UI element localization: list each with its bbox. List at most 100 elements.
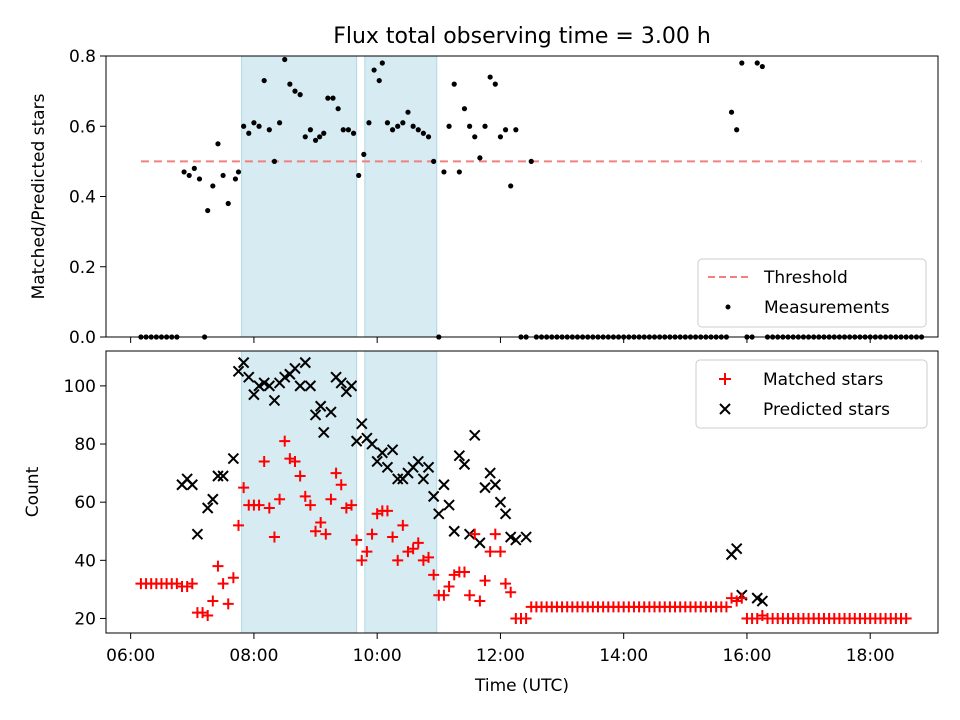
measurement-point xyxy=(734,127,740,133)
y-tick-label: 0.0 xyxy=(69,328,96,348)
matched-star-points xyxy=(135,435,912,624)
measurement-point xyxy=(366,120,372,126)
measurement-point xyxy=(302,134,308,140)
matched-star-point xyxy=(227,572,239,584)
count-panel: 20 40 60 80 100 06:00 08:00 10:00 12:00 14:00 16:… xyxy=(23,350,939,696)
predicted-star-point xyxy=(422,461,435,473)
matched-star-point xyxy=(505,586,517,598)
x-tick-label: 06:00 xyxy=(106,646,155,666)
measurement-point xyxy=(384,120,391,126)
predicted-star-point xyxy=(325,406,337,418)
shaded-intervals xyxy=(241,350,438,634)
predicted-star-point xyxy=(309,409,322,421)
matched-star-point xyxy=(279,435,291,447)
measurement-point xyxy=(356,172,362,179)
predicted-star-point xyxy=(289,362,301,375)
measurement-point xyxy=(502,127,509,133)
measurement-point xyxy=(181,169,187,175)
matched-star-point xyxy=(222,598,234,610)
measurement-point xyxy=(405,109,411,115)
matched-star-point xyxy=(207,595,219,607)
y-tick-label: 40 xyxy=(74,551,96,571)
ratio-panel: 0.0 0.2 0.4 0.6 0.8 Flux total observing tim… xyxy=(29,24,939,348)
measurement-point xyxy=(345,127,352,133)
predicted-star-point xyxy=(417,473,430,485)
legend-box xyxy=(697,258,927,328)
matched-star-point xyxy=(397,519,409,531)
legend-predicted-swatch xyxy=(719,403,731,415)
matched-star-point xyxy=(320,528,332,540)
x-tick-label: 10:00 xyxy=(353,646,402,666)
predicted-star-point xyxy=(443,499,455,511)
matched-star-point xyxy=(423,551,435,563)
measurement-point xyxy=(371,67,377,73)
matched-star-point xyxy=(299,490,311,502)
predicted-star-point xyxy=(474,537,486,549)
x-ticks: 06:00 08:00 10:00 12:00 14:00 16:00 18:00 xyxy=(106,633,895,666)
predicted-star-point xyxy=(484,467,496,479)
legend: Threshold Measurements xyxy=(697,258,927,328)
matched-star-point xyxy=(469,528,481,540)
predicted-star-point xyxy=(232,365,245,378)
measurement-point xyxy=(508,183,514,189)
measurement-point xyxy=(317,134,323,140)
y-axis-label: Count xyxy=(23,466,43,517)
x-tick-label: 08:00 xyxy=(229,646,278,666)
measurement-point xyxy=(210,183,216,189)
predicted-star-point xyxy=(314,400,327,412)
matched-star-point xyxy=(238,482,250,494)
predicted-star-point xyxy=(356,417,368,430)
matched-star-point xyxy=(479,575,491,587)
measurement-point xyxy=(451,81,457,87)
predicted-star-point xyxy=(412,455,424,468)
legend-matched-swatch xyxy=(719,373,731,385)
measurement-point xyxy=(379,60,385,66)
predicted-star-point xyxy=(186,479,198,491)
legend-measurement-label: Measurements xyxy=(764,298,890,318)
measurement-point xyxy=(186,172,192,179)
measurement-point xyxy=(389,127,396,133)
predicted-star-point xyxy=(366,438,378,450)
measurement-point xyxy=(350,130,357,136)
predicted-star-point xyxy=(207,493,219,505)
predicted-star-points xyxy=(176,356,769,607)
legend-threshold-label: Threshold xyxy=(763,268,848,288)
y-tick-label: 80 xyxy=(74,435,96,455)
x-ticks xyxy=(130,337,871,343)
measurement-point xyxy=(297,92,303,98)
measurement-point xyxy=(415,127,421,133)
matched-star-point xyxy=(212,560,224,572)
measurement-point xyxy=(246,130,252,136)
measurement-point xyxy=(196,176,203,182)
predicted-star-point xyxy=(730,542,743,555)
legend: Matched stars Predicted stars xyxy=(695,359,928,429)
predicted-star-point xyxy=(376,447,389,459)
predicted-star-point xyxy=(371,455,383,468)
matched-star-point xyxy=(428,569,440,581)
x-axis-label: Time (UTC) xyxy=(474,676,569,696)
predicted-star-point xyxy=(494,496,507,508)
measurement-point xyxy=(220,172,226,179)
measurement-point xyxy=(482,123,488,129)
measurement-point xyxy=(477,155,483,161)
measurement-point xyxy=(361,151,367,157)
y-tick-label: 0.4 xyxy=(69,188,96,208)
predicted-star-point xyxy=(489,479,502,491)
matched-star-point xyxy=(458,566,470,578)
predicted-star-point xyxy=(458,458,471,471)
y-tick-label: 100 xyxy=(64,377,96,397)
measurement-point xyxy=(425,134,432,140)
matched-star-point xyxy=(335,479,347,491)
measurement-point xyxy=(528,158,534,164)
shaded-interval xyxy=(364,55,438,338)
measurement-point xyxy=(431,158,437,164)
predicted-star-point xyxy=(479,481,491,494)
matched-star-point xyxy=(274,493,286,505)
measurement-point xyxy=(261,77,267,84)
predicted-star-point xyxy=(243,371,255,383)
matched-star-point xyxy=(484,546,496,558)
matched-star-point xyxy=(310,525,322,537)
measurement-point xyxy=(271,158,278,164)
y-ticks: 0.0 0.2 0.4 0.6 0.8 xyxy=(69,47,106,348)
